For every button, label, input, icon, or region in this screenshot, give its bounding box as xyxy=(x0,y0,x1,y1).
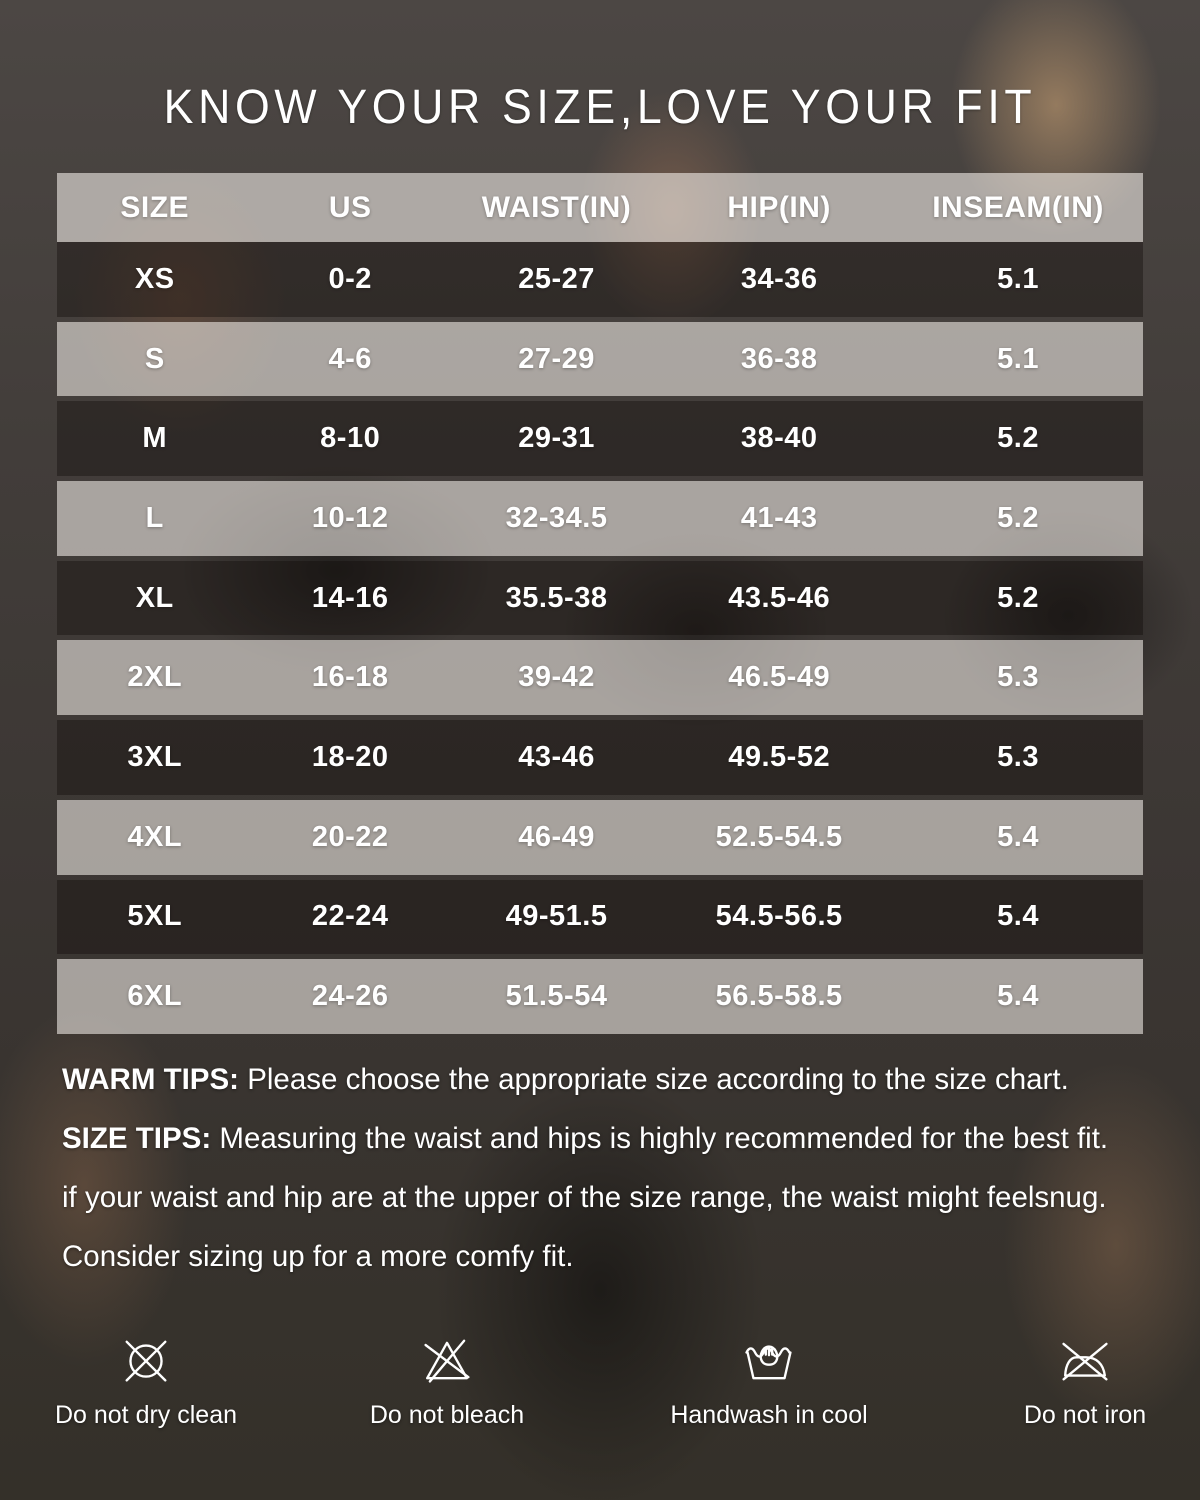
cell-us: 16-18 xyxy=(311,661,389,694)
column-header-inseam: INSEAM(IN) xyxy=(932,190,1104,224)
table-row-6xl: 6XL 24-26 51.5-54 56.5-58.5 5.4 xyxy=(57,954,1143,1039)
table-header-row: SIZE US WAIST(IN) HIP(IN) INSEAM(IN) xyxy=(57,173,1143,242)
cell-us: 24-26 xyxy=(311,980,389,1013)
do-not-iron-icon xyxy=(1062,1342,1108,1381)
cell-us: 0-2 xyxy=(328,262,372,295)
column-header-size: SIZE xyxy=(120,190,190,224)
cell-waist: 32-34.5 xyxy=(505,501,608,534)
table-row-m: M 8-10 29-31 38-40 5.2 xyxy=(57,401,1143,477)
cell-waist: 51.5-54 xyxy=(505,980,608,1013)
size-tips-text: Measuring the waist and hips is highly r… xyxy=(211,1122,1109,1155)
cell-inseam: 5.4 xyxy=(997,820,1039,853)
size-tips-line: SIZE TIPS: Measuring the waist and hips … xyxy=(62,1109,1152,1168)
cell-hip: 49.5-52 xyxy=(728,740,831,773)
tips-line-3: if your waist and hip are at the upper o… xyxy=(62,1181,1107,1214)
warm-tips-line: WARM TIPS: Please choose the appropriate… xyxy=(62,1050,1152,1109)
cell-size: 6XL xyxy=(127,980,183,1013)
cell-us: 18-20 xyxy=(311,740,389,773)
cell-hip: 38-40 xyxy=(740,422,818,455)
cell-size: 5XL xyxy=(127,900,183,933)
cell-us: 8-10 xyxy=(320,422,381,455)
cell-hip: 46.5-49 xyxy=(728,661,831,694)
size-table: SIZE US WAIST(IN) HIP(IN) INSEAM(IN) XS … xyxy=(57,173,1143,1039)
care-label: Do not bleach xyxy=(369,1401,525,1429)
cell-inseam: 5.1 xyxy=(997,262,1039,295)
table-row-4xl: 4XL 20-22 46-49 52.5-54.5 5.4 xyxy=(57,795,1143,880)
care-label: Do not iron xyxy=(1023,1401,1147,1429)
cell-waist: 27-29 xyxy=(518,342,595,375)
cell-size: M xyxy=(142,422,168,455)
cell-inseam: 5.2 xyxy=(997,501,1039,534)
do-not-bleach-icon xyxy=(424,1339,470,1383)
cell-waist: 39-42 xyxy=(518,661,595,694)
warm-tips-label: WARM TIPS: xyxy=(62,1063,239,1096)
page-title: KNOW YOUR SIZE,LOVE YOUR FIT xyxy=(163,81,1037,134)
table-row-5xl: 5XL 22-24 49-51.5 54.5-56.5 5.4 xyxy=(57,879,1143,955)
cell-us: 22-24 xyxy=(311,900,389,933)
table-row-3xl: 3XL 18-20 43-46 49.5-52 5.3 xyxy=(57,720,1143,795)
tips-section: WARM TIPS: Please choose the appropriate… xyxy=(62,1050,1152,1286)
cell-inseam: 5.1 xyxy=(997,342,1039,375)
cell-inseam: 5.2 xyxy=(997,581,1039,614)
cell-waist: 46-49 xyxy=(518,820,595,853)
cell-hip: 56.5-58.5 xyxy=(715,980,843,1013)
care-label: Handwash in cool xyxy=(670,1401,868,1429)
table-row-2xl: 2XL 16-18 39-42 46.5-49 5.3 xyxy=(57,635,1143,720)
size-tips-label: SIZE TIPS: xyxy=(62,1122,212,1155)
column-header-us: US xyxy=(328,190,372,224)
tips-line-4: Consider sizing up for a more comfy fit. xyxy=(62,1240,574,1273)
cell-waist: 25-27 xyxy=(518,262,595,295)
cell-size: 3XL xyxy=(127,740,183,773)
care-item-do-not-dry-clean: Do not dry clean xyxy=(6,1330,286,1430)
cell-hip: 34-36 xyxy=(740,262,818,295)
cell-waist: 49-51.5 xyxy=(505,900,608,933)
care-item-do-not-iron: Do not iron xyxy=(945,1330,1200,1430)
cell-us: 20-22 xyxy=(311,820,389,853)
do-not-dry-clean-icon xyxy=(125,1340,167,1382)
cell-size: S xyxy=(144,342,165,375)
cell-us: 4-6 xyxy=(328,342,372,375)
cell-inseam: 5.4 xyxy=(997,980,1039,1013)
column-header-waist: WAIST(IN) xyxy=(481,190,632,224)
cell-hip: 54.5-56.5 xyxy=(715,900,843,933)
cell-size: 2XL xyxy=(127,661,183,694)
cell-inseam: 5.4 xyxy=(997,900,1039,933)
cell-inseam: 5.3 xyxy=(997,661,1039,694)
cell-us: 10-12 xyxy=(311,501,389,534)
column-header-hip: HIP(IN) xyxy=(727,190,831,224)
cell-size: L xyxy=(145,501,164,534)
cell-hip: 43.5-46 xyxy=(728,581,831,614)
cell-inseam: 5.3 xyxy=(997,740,1039,773)
cell-size: XL xyxy=(135,581,174,614)
cell-hip: 36-38 xyxy=(740,342,818,375)
care-label: Do not dry clean xyxy=(54,1401,238,1429)
care-item-do-not-bleach: Do not bleach xyxy=(307,1330,587,1430)
table-row-s: S 4-6 27-29 36-38 5.1 xyxy=(57,317,1143,402)
cell-hip: 41-43 xyxy=(740,501,818,534)
cell-waist: 35.5-38 xyxy=(505,581,608,614)
cell-size: 4XL xyxy=(127,820,183,853)
cell-waist: 43-46 xyxy=(518,740,595,773)
table-row-xl: XL 14-16 35.5-38 43.5-46 5.2 xyxy=(57,560,1143,636)
cell-waist: 29-31 xyxy=(518,422,595,455)
cell-size: XS xyxy=(134,262,175,295)
table-row-l: L 10-12 32-34.5 41-43 5.2 xyxy=(57,476,1143,561)
care-item-handwash: Handwash in cool xyxy=(629,1330,909,1430)
table-row-xs: XS 0-2 25-27 34-36 5.1 xyxy=(57,242,1143,317)
handwash-icon xyxy=(745,1345,792,1380)
warm-tips-text: Please choose the appropriate size accor… xyxy=(239,1063,1069,1096)
cell-hip: 52.5-54.5 xyxy=(715,820,843,853)
cell-inseam: 5.2 xyxy=(997,422,1039,455)
cell-us: 14-16 xyxy=(311,581,389,614)
